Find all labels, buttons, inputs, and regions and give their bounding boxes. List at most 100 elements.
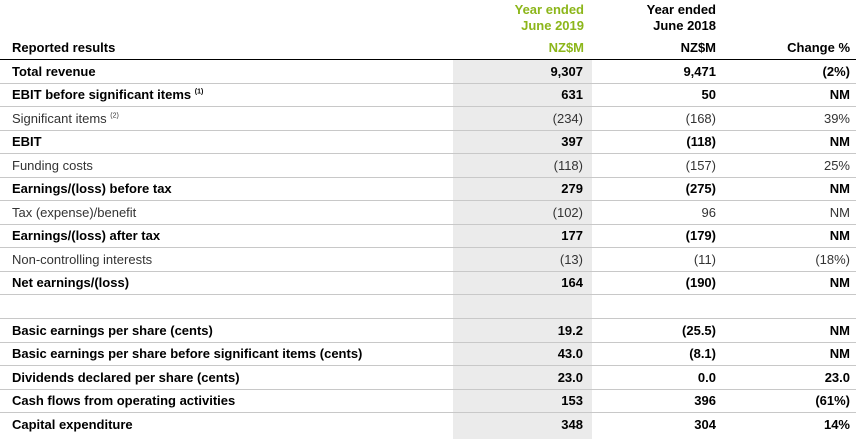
- table-row: Net earnings/(loss) 164 (190) NM: [0, 271, 856, 295]
- table-row: EBIT before significant items (1) 631 50 NM: [0, 83, 856, 107]
- value-2019: 279: [453, 177, 592, 201]
- row-label: Basic earnings per share (cents): [0, 318, 453, 343]
- value-2018: (275): [592, 177, 724, 201]
- row-label-text: Earnings/(loss) after tax: [12, 228, 161, 244]
- value-2018: 396: [592, 389, 724, 413]
- value-2018: (8.1): [592, 342, 724, 366]
- value-2018: (25.5): [592, 318, 724, 343]
- table-row: Earnings/(loss) before tax 279 (275) NM: [0, 177, 856, 201]
- row-label-text: Tax (expense)/benefit: [12, 204, 137, 220]
- row-label-text: Basic earnings per share before signific…: [12, 346, 363, 362]
- value-2018: [592, 294, 724, 319]
- header-2019-unit: NZ$M: [548, 40, 584, 55]
- table-row: Basic earnings per share (cents) 19.2 (25.…: [0, 318, 856, 343]
- value-change: NM: [724, 318, 856, 343]
- results-table: Total revenue 9,307 9,471 (2%) EBIT before s…: [0, 60, 856, 436]
- value-2018: 304: [694, 416, 716, 432]
- value-2019: (102): [453, 200, 592, 225]
- value-change: (61%): [724, 389, 856, 413]
- value-2019: (118): [453, 153, 592, 178]
- value-2019: 177: [453, 224, 592, 248]
- value-2019: (234): [453, 106, 592, 131]
- table-row: Capital expenditure 348 304 14%: [0, 413, 856, 436]
- value-2018: 9,471: [592, 60, 724, 84]
- row-label: Dividends declared per share (cents): [0, 365, 453, 390]
- row-label-text: EBIT: [12, 134, 42, 150]
- value-change: 39%: [724, 106, 856, 131]
- table-row: Basic earnings per share before signific…: [0, 342, 856, 366]
- header-change: Change %: [787, 40, 850, 55]
- value-2018: 96: [592, 200, 724, 225]
- row-label-text: Dividends declared per share (cents): [12, 369, 240, 385]
- value-change: NM: [724, 200, 856, 225]
- row-label: Earnings/(loss) after tax: [0, 224, 453, 248]
- header-2018-line1: Year ended: [646, 2, 716, 17]
- table-row: Tax (expense)/benefit (102) 96 NM: [0, 200, 856, 225]
- value-2018: (190): [592, 271, 724, 295]
- row-label-text: Net earnings/(loss): [12, 275, 130, 291]
- value-2019: (13): [453, 247, 592, 272]
- row-label: EBIT before significant items (1): [0, 83, 453, 107]
- row-label-text: Non-controlling interests: [12, 251, 153, 267]
- table-row: Earnings/(loss) after tax 177 (179) NM: [0, 224, 856, 248]
- header-2018: Year ended June 2018 NZ$M: [592, 2, 716, 56]
- header-rule: [0, 59, 856, 60]
- value-2019: 9,307: [453, 60, 592, 84]
- row-label: Capital expenditure: [0, 413, 453, 436]
- value-2019: 631: [453, 83, 592, 107]
- value-2018: (11): [592, 247, 724, 272]
- header-2018-unit: NZ$M: [680, 40, 716, 55]
- row-label: Cash flows from operating activities: [0, 389, 453, 413]
- row-label-text: Total revenue: [12, 63, 96, 79]
- value-change: NM: [724, 83, 856, 107]
- row-label: Significant items (2): [0, 106, 453, 131]
- row-label-text: Cash flows from operating activities: [12, 393, 236, 409]
- value-2018: (179): [592, 224, 724, 248]
- value-change: NM: [724, 271, 856, 295]
- value-2019: 43.0: [453, 342, 592, 366]
- row-label-text: Earnings/(loss) before tax: [12, 181, 172, 197]
- value-2019: 164: [453, 271, 592, 295]
- row-label-text: Basic earnings per share (cents): [12, 322, 213, 338]
- table-row: Cash flows from operating activities 153 3…: [0, 389, 856, 413]
- value-2019: 23.0: [453, 365, 592, 390]
- row-label: Non-controlling interests: [0, 247, 453, 272]
- header-2019: Year ended June 2019 NZ$M: [453, 2, 584, 56]
- row-label: Earnings/(loss) before tax: [0, 177, 453, 201]
- value-2018: 0.0: [592, 365, 724, 390]
- value-2019: [453, 294, 592, 319]
- row-label: Basic earnings per share before signific…: [0, 342, 453, 366]
- value-change: NM: [724, 342, 856, 366]
- value-2018: (157): [592, 153, 724, 178]
- value-2019: 153: [453, 389, 592, 413]
- table-row: Significant items (2) (234) (168) 39%: [0, 106, 856, 131]
- value-change: NM: [724, 177, 856, 201]
- row-label: EBIT: [0, 130, 453, 154]
- row-label-text: Capital expenditure: [12, 416, 133, 432]
- footnote-ref: (1): [194, 88, 204, 96]
- value-2018: 50: [592, 83, 724, 107]
- value-2018: (168): [592, 106, 724, 131]
- value-change: 23.0: [724, 365, 856, 390]
- row-label-text: Funding costs: [12, 157, 93, 173]
- value-change: [724, 294, 856, 319]
- table-row: EBIT 397 (118) NM: [0, 130, 856, 154]
- value-2019: 397: [453, 130, 592, 154]
- footnote-ref: (2): [110, 112, 119, 120]
- header-2019-line2: June 2019: [521, 18, 584, 33]
- row-label-text: Significant items: [12, 110, 107, 126]
- row-label: Net earnings/(loss): [0, 271, 453, 295]
- value-2019: 19.2: [453, 318, 592, 343]
- spacer-row: [0, 294, 856, 319]
- row-label: Total revenue: [0, 60, 453, 84]
- header-2019-line1: Year ended: [514, 2, 584, 17]
- table-row: Non-controlling interests (13) (11) (18%): [0, 247, 856, 272]
- row-label: [0, 294, 453, 319]
- value-change: 25%: [724, 153, 856, 178]
- value-change: (2%): [724, 60, 856, 84]
- row-label: Tax (expense)/benefit: [0, 200, 453, 225]
- header-label: Reported results: [12, 40, 116, 55]
- value-change: 14%: [823, 416, 850, 432]
- value-2019: 348: [561, 416, 583, 432]
- table-row: Dividends declared per share (cents) 23.0…: [0, 365, 856, 390]
